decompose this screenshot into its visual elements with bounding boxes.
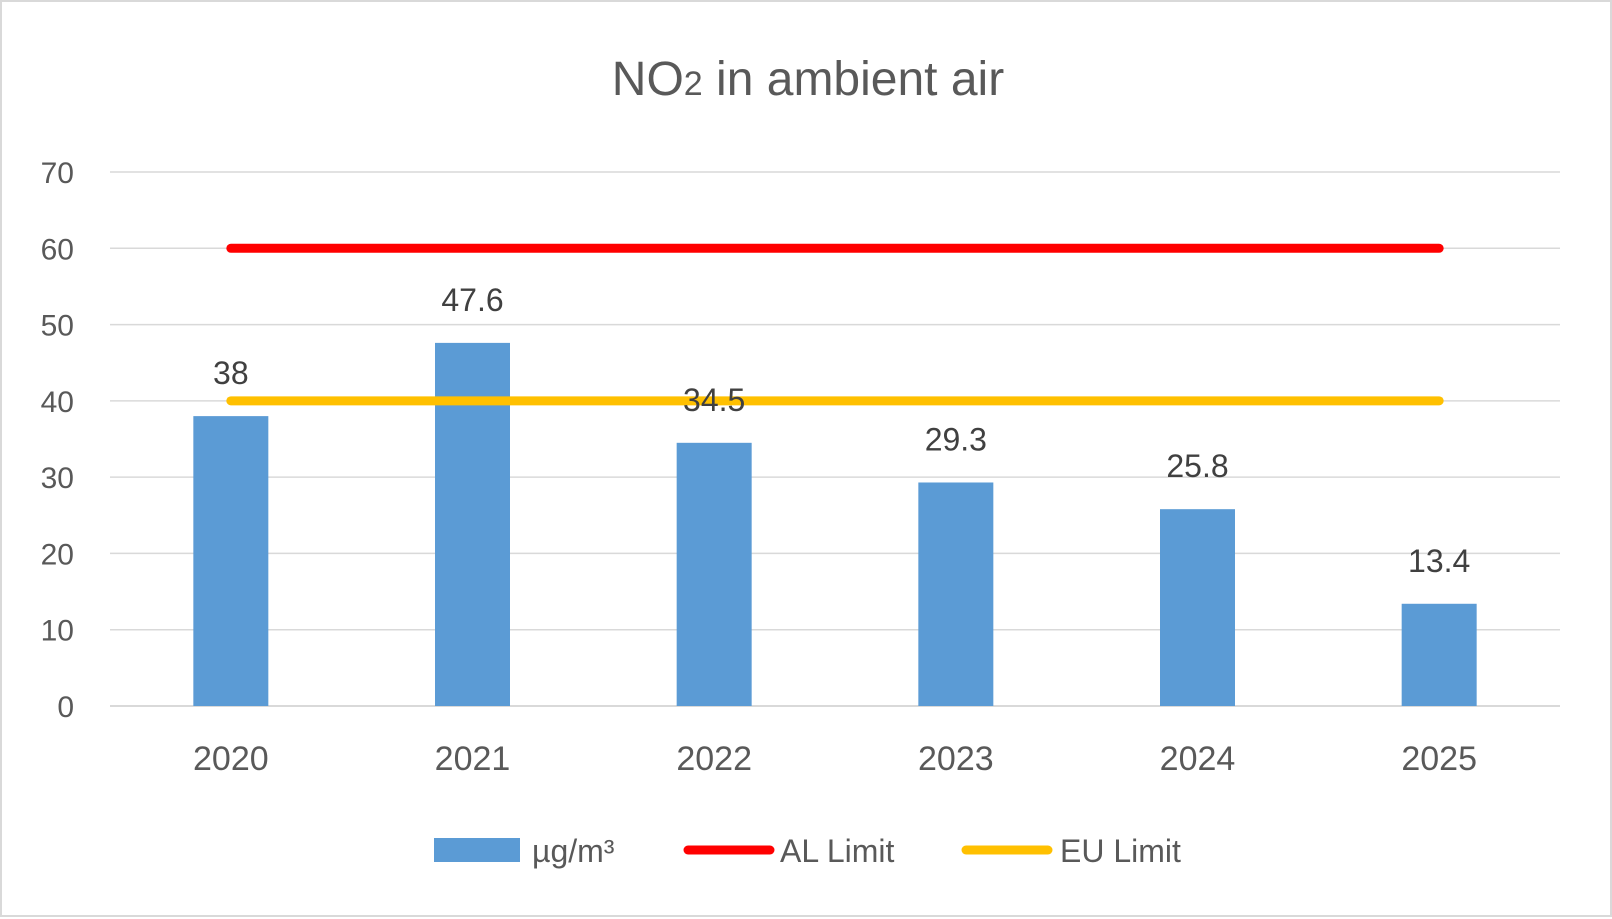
data-label: 38: [213, 355, 249, 391]
y-tick-label: 40: [41, 386, 74, 419]
x-tick-label: 2025: [1401, 740, 1477, 778]
legend-label: AL Limit: [780, 833, 895, 869]
limit-lines: [226, 243, 1444, 406]
x-axis-ticks: 2020 2021 2022 2023 2024 2025: [193, 740, 1477, 778]
bar: [676, 442, 752, 706]
bar: [918, 482, 994, 706]
x-tick-label: 2021: [435, 740, 511, 778]
data-label: 29.3: [925, 421, 987, 457]
data-labels: 38 47.6 34.5 29.3 25.8 13.4: [213, 282, 1470, 579]
legend-label: µg/m³: [532, 833, 615, 869]
x-tick-label: 2024: [1160, 740, 1236, 778]
chart-title: NO2 in ambient air: [612, 53, 1004, 106]
x-tick-label: 2020: [193, 740, 269, 778]
data-label: 25.8: [1166, 448, 1228, 484]
legend-label: EU Limit: [1060, 833, 1181, 869]
y-tick-label: 50: [41, 310, 74, 343]
data-label: 34.5: [683, 382, 745, 418]
y-tick-label: 70: [41, 157, 74, 190]
y-tick-label: 0: [57, 691, 74, 724]
chart-title-subscript: 2: [684, 65, 703, 103]
data-label: 47.6: [441, 282, 503, 318]
bar: [1160, 509, 1235, 706]
y-tick-label: 10: [41, 615, 74, 648]
y-tick-label: 20: [41, 538, 74, 571]
legend-swatch: [434, 838, 520, 862]
bar: [1401, 603, 1477, 706]
legend: µg/m³ AL Limit EU Limit: [434, 833, 1181, 869]
data-label: 13.4: [1408, 543, 1470, 579]
y-tick-label: 60: [41, 233, 74, 266]
x-tick-label: 2023: [918, 740, 994, 778]
bar: [193, 416, 269, 706]
y-axis-ticks: 0 10 20 30 40 50 60 70: [41, 157, 74, 724]
chart-title-main: NO: [612, 53, 684, 106]
x-tick-label: 2022: [676, 740, 752, 778]
y-tick-label: 30: [41, 462, 74, 495]
chart-title-rest: in ambient air: [703, 53, 1004, 106]
